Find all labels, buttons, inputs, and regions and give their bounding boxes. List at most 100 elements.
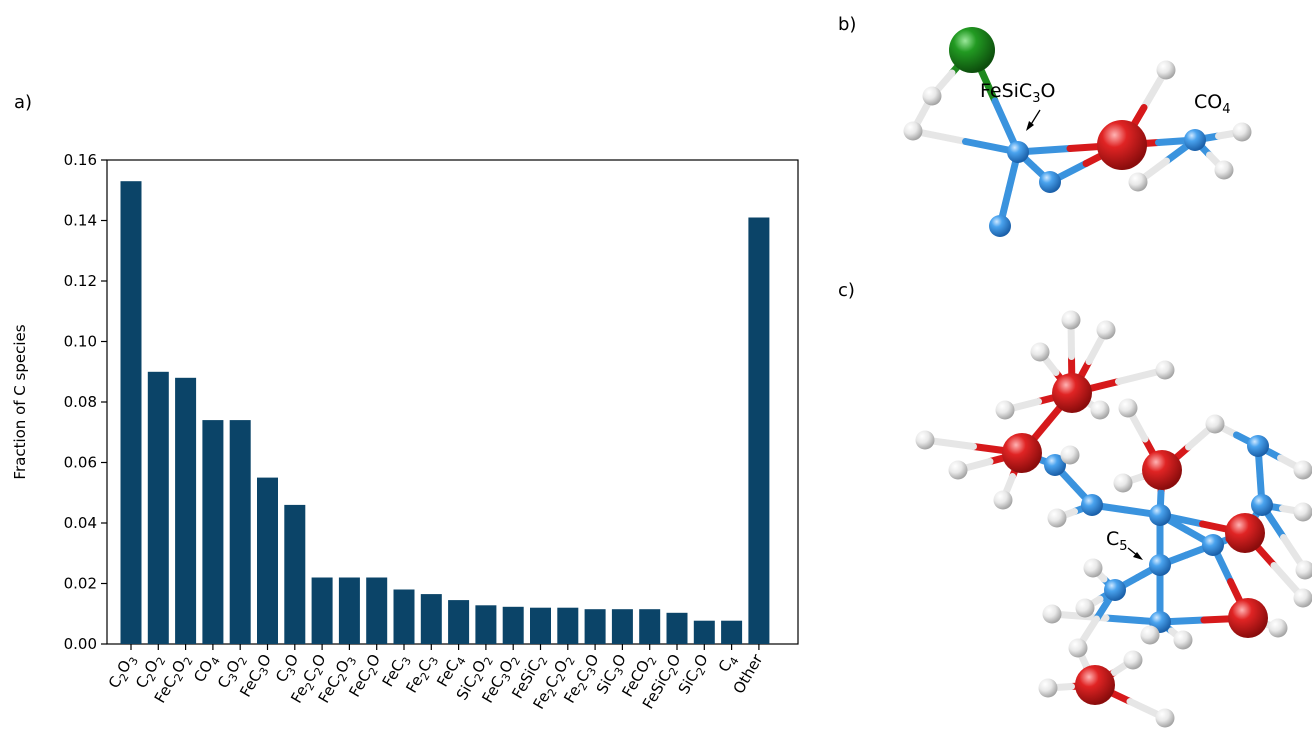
- atom-h: [1090, 400, 1110, 420]
- atom-h: [1060, 445, 1080, 465]
- atom-h: [922, 86, 942, 106]
- bar-C2O2: [147, 371, 169, 645]
- atom-h: [1205, 414, 1225, 434]
- bar-Fe2C3: [420, 594, 442, 644]
- atom-h: [1295, 560, 1312, 580]
- atom-h: [1140, 625, 1160, 645]
- y-tick-label: 0.04: [64, 514, 97, 532]
- bar-FeSiC2: [530, 607, 551, 644]
- y-tick-label: 0.16: [64, 151, 97, 169]
- bar-SiC2O: [693, 620, 715, 644]
- panel-label-a: a): [14, 92, 32, 113]
- bar-C2O3: [120, 181, 142, 644]
- atom-h: [1030, 342, 1050, 362]
- bar-Fe2C3O: [584, 609, 606, 644]
- atom-h: [1042, 604, 1062, 624]
- atom-o: [1002, 433, 1042, 473]
- x-tick-label-Fe2C3: Fe2C3: [402, 651, 441, 697]
- molecule-c: [915, 310, 1312, 728]
- y-tick-label: 0.06: [64, 454, 97, 472]
- atom-c: [989, 215, 1011, 237]
- atom-h: [1075, 598, 1095, 618]
- bar-FeC4: [448, 600, 470, 644]
- molB-atoms: [903, 27, 1252, 237]
- atom-h: [1293, 460, 1312, 480]
- atom-h: [903, 121, 923, 141]
- atom-h: [948, 460, 968, 480]
- atom-c: [1149, 504, 1171, 526]
- atom-h: [1155, 360, 1175, 380]
- atom-h: [915, 430, 935, 450]
- bar-CO4: [202, 420, 224, 644]
- atom-o: [1228, 598, 1268, 638]
- x-tick-label-C3O2: C3O2: [214, 651, 250, 693]
- atom-c: [1202, 534, 1224, 556]
- bar-Fe2C2O2: [557, 607, 579, 644]
- atom-h: [1068, 638, 1088, 658]
- atom-fe: [949, 27, 995, 73]
- label-fesic3o: FeSiC3O: [980, 80, 1055, 106]
- bar-Fe2C2O: [311, 577, 333, 644]
- atom-h: [1128, 172, 1148, 192]
- bar-C3O2: [229, 420, 251, 644]
- bar-C3O: [284, 504, 306, 644]
- bar-SiC3O: [611, 609, 633, 644]
- atom-h: [1118, 398, 1138, 418]
- atom-c: [1044, 454, 1066, 476]
- atom-o: [1142, 450, 1182, 490]
- atom-c: [1007, 141, 1029, 163]
- bar-chart: 0.00 0.02 0.04 0.06 0.08 0.10 0.12 0.14 0.16 C2O…: [11, 151, 799, 714]
- atom-h: [993, 490, 1013, 510]
- atom-h: [1173, 630, 1193, 650]
- atom-c: [1149, 554, 1171, 576]
- arrow-head-fesic3o: [1026, 121, 1034, 131]
- label-c5: C5: [1106, 528, 1128, 554]
- atom-h: [1038, 678, 1058, 698]
- atom-h: [1123, 650, 1143, 670]
- bar-FeC3O: [257, 477, 278, 644]
- atom-h: [1083, 558, 1103, 578]
- y-tick-label: 0.00: [64, 635, 97, 653]
- y-tick-label: 0.14: [64, 212, 97, 230]
- y-axis: 0.00 0.02 0.04 0.06 0.08 0.10 0.12 0.14 0.16: [64, 151, 107, 653]
- atom-h: [1047, 508, 1067, 528]
- y-axis-label: Fraction of C species: [11, 324, 29, 479]
- x-tick-label-CO4: CO4: [190, 651, 223, 687]
- atom-h: [1293, 588, 1312, 608]
- bar-Other: [748, 217, 770, 644]
- panel-label-c: c): [838, 280, 855, 301]
- bar-FeC2O3: [338, 577, 360, 644]
- label-co4: CO4: [1194, 91, 1231, 117]
- atom-o: [1075, 665, 1115, 705]
- y-tick-label: 0.02: [64, 575, 97, 593]
- y-tick-label: 0.08: [64, 393, 97, 411]
- bar-C4: [721, 620, 743, 644]
- atom-c: [1039, 171, 1061, 193]
- x-tick-label-Fe2C2O2: Fe2C2O2: [530, 651, 578, 714]
- y-tick-label: 0.10: [64, 333, 97, 351]
- bar-FeC2O2: [175, 377, 197, 644]
- atom-h: [1293, 502, 1312, 522]
- atom-c: [1184, 129, 1206, 151]
- atom-h: [1156, 60, 1176, 80]
- y-tick-label: 0.12: [64, 272, 97, 290]
- atom-c: [1251, 494, 1273, 516]
- bar-FeCO2: [639, 609, 661, 644]
- atom-h: [1113, 473, 1133, 493]
- x-tick-label-Other: Other: [729, 650, 766, 697]
- molC-atoms: [915, 310, 1312, 728]
- atom-h: [1268, 618, 1288, 638]
- atom-c: [1081, 494, 1103, 516]
- bar-FeC3: [393, 589, 415, 644]
- arrow-head-c5: [1133, 552, 1143, 560]
- atom-h: [1061, 310, 1081, 330]
- bar-FeC2O: [366, 577, 388, 644]
- atom-o: [1052, 373, 1092, 413]
- x-tick-label-C2O3: C2O3: [105, 651, 141, 693]
- x-tick-label-C3O: C3O: [272, 651, 305, 687]
- atom-o: [1225, 513, 1265, 553]
- bars: [120, 181, 770, 645]
- atom-o: [1097, 120, 1147, 170]
- atom-c: [1247, 435, 1269, 457]
